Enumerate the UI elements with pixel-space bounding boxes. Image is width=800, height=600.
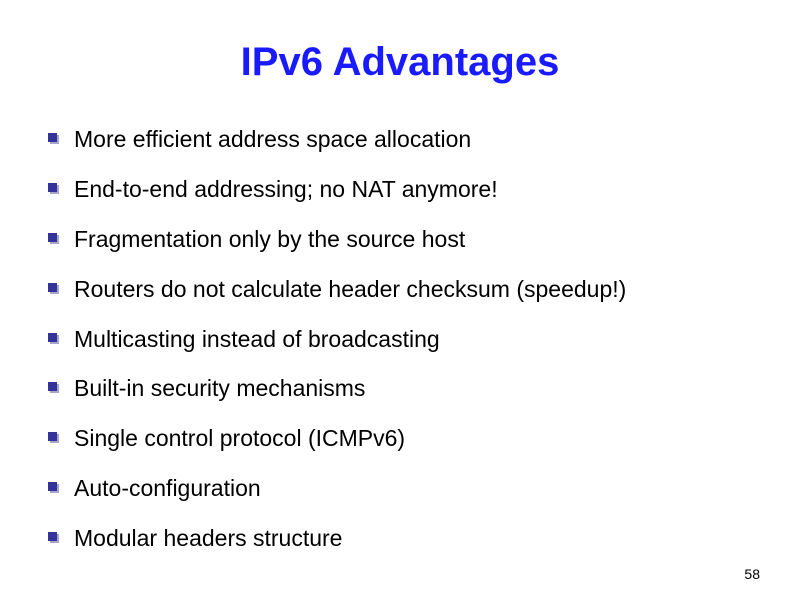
bullet-text: Fragmentation only by the source host: [74, 225, 760, 255]
bullet-icon: [50, 235, 60, 245]
bullet-text: Multicasting instead of broadcasting: [74, 325, 760, 355]
bullet-icon: [50, 285, 60, 295]
slide-container: IPv6 Advantages More efficient address s…: [0, 0, 800, 600]
bullet-list: More efficient address space allocation …: [40, 125, 760, 554]
list-item: Routers do not calculate header checksum…: [50, 275, 760, 305]
bullet-icon: [50, 384, 60, 394]
bullet-text: Modular headers structure: [74, 524, 760, 554]
list-item: More efficient address space allocation: [50, 125, 760, 155]
list-item: Modular headers structure: [50, 524, 760, 554]
list-item: End-to-end addressing; no NAT anymore!: [50, 175, 760, 205]
bullet-text: End-to-end addressing; no NAT anymore!: [74, 175, 760, 205]
list-item: Single control protocol (ICMPv6): [50, 424, 760, 454]
bullet-icon: [50, 434, 60, 444]
bullet-text: Built-in security mechanisms: [74, 374, 760, 404]
bullet-text: Single control protocol (ICMPv6): [74, 424, 760, 454]
slide-title: IPv6 Advantages: [40, 40, 760, 85]
bullet-icon: [50, 484, 60, 494]
bullet-icon: [50, 185, 60, 195]
bullet-icon: [50, 135, 60, 145]
list-item: Fragmentation only by the source host: [50, 225, 760, 255]
list-item: Multicasting instead of broadcasting: [50, 325, 760, 355]
bullet-text: More efficient address space allocation: [74, 125, 760, 155]
page-number: 58: [744, 566, 760, 582]
bullet-icon: [50, 335, 60, 345]
list-item: Auto-configuration: [50, 474, 760, 504]
list-item: Built-in security mechanisms: [50, 374, 760, 404]
bullet-icon: [50, 534, 60, 544]
bullet-text: Auto-configuration: [74, 474, 760, 504]
bullet-text: Routers do not calculate header checksum…: [74, 275, 760, 305]
